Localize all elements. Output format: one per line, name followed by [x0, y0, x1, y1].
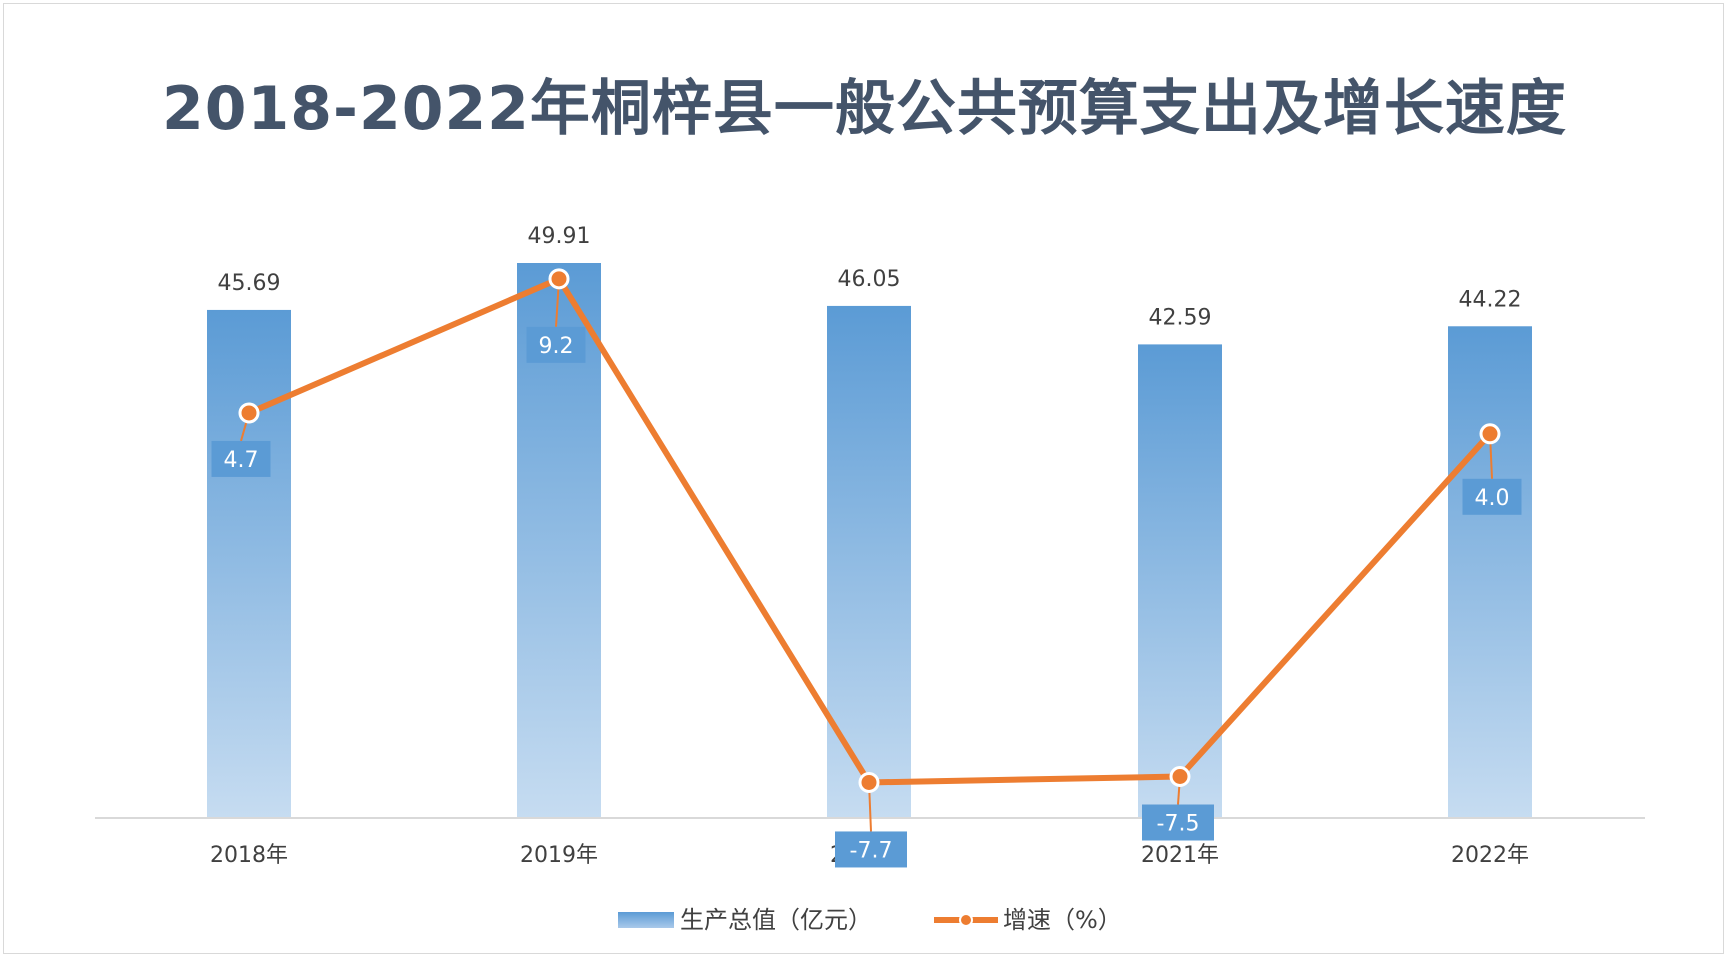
bar-2022年 [1448, 326, 1532, 818]
line-point-2022年 [1479, 423, 1501, 445]
x-tick-label: 2021年 [1141, 843, 1219, 868]
line-point-2019年 [548, 268, 570, 290]
x-tick-label: 2022年 [1451, 843, 1529, 868]
point-value-label: -7.7 [850, 838, 893, 863]
point-value-label: 9.2 [539, 334, 574, 359]
legend-label-bar: 生产总值（亿元） [680, 906, 872, 934]
legend-label-line: 增速（%） [1003, 906, 1122, 934]
legend-swatch-marker [959, 913, 973, 927]
point-value-label: 4.7 [224, 448, 259, 473]
bar-value-label: 46.05 [838, 267, 901, 292]
point-value-label: -7.5 [1157, 812, 1200, 837]
x-tick-label: 2018年 [210, 843, 288, 868]
point-label-box [1462, 478, 1522, 515]
bar-value-label: 42.59 [1149, 305, 1212, 330]
point-label-box [526, 326, 586, 363]
point-value-label: 4.0 [1475, 486, 1510, 511]
bar-2018年 [207, 309, 291, 818]
line-point-2021年 [1169, 766, 1191, 787]
point-label-box [211, 440, 271, 477]
bar-value-label: 49.91 [528, 224, 591, 249]
line-point-2020年 [858, 771, 880, 793]
line-point-2018年 [238, 402, 260, 424]
bar-value-label: 44.22 [1459, 287, 1522, 312]
legend-swatch-bar [618, 912, 674, 928]
bar-2021年 [1138, 344, 1222, 818]
bar-value-label: 45.69 [218, 271, 281, 296]
chart-title: 2018-2022年桐梓县一般公共预算支出及增长速度 [162, 74, 1567, 144]
legend: 生产总值（亿元） 增速（%） [618, 906, 1122, 934]
bar-2020年 [827, 305, 911, 818]
point-label-box [835, 831, 907, 868]
point-label-box [1142, 804, 1214, 841]
x-tick-label: 2019年 [520, 843, 598, 868]
